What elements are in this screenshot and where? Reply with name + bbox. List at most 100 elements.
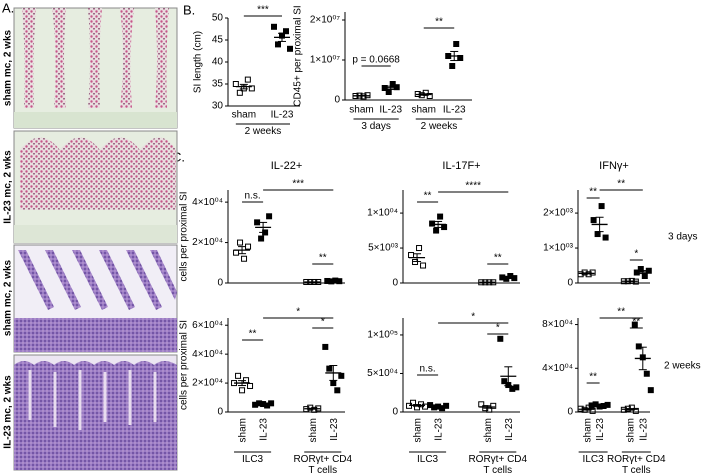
x-tick-label: IL-23 [443,105,466,116]
data-point [338,372,345,379]
x-tick-label: sham [582,418,593,442]
data-point [632,407,639,414]
x-tick-label: IL-23 [329,418,340,441]
significance-label: n.s. [245,191,261,202]
data-point [247,382,254,389]
significance-label: *** [292,179,304,190]
significance-label: ** [632,317,640,328]
data-point [647,387,654,394]
data-point [590,217,597,224]
data-point [326,365,333,372]
significance-label: * [634,249,638,260]
y-tick-label: 2×10⁰³ [543,208,574,219]
y-tick-label: 45 [212,35,224,46]
data-point [433,227,440,234]
significance-label: ** [424,191,432,202]
histology-label: sham mc, 2 wks [3,29,14,106]
x-tick-label: sham [413,418,424,442]
chart-title: IFNγ+ [599,160,629,172]
group-label: ILC3 [417,454,439,465]
data-point [254,219,261,226]
significance-label: * [321,317,325,328]
data-point [453,41,460,47]
y-tick-label: 5×10⁰⁴ [367,368,398,379]
y-axis-label: SI length (cm) [193,31,204,93]
significance-label: * [496,323,500,334]
x-tick-label: sham [238,418,249,442]
y-tick-label: 1×10⁰⁴ [367,208,398,219]
y-tick-label: 0 [392,407,398,418]
y-tick-label: 0 [334,95,340,106]
y-tick-label: 6×10⁰⁴ [192,320,223,331]
y-tick-label: 1×10⁰⁵ [367,330,398,341]
y-tick-label: 35 [212,79,224,90]
data-point [241,255,248,262]
group-label: 2 weeks [244,126,282,137]
y-axis-label: cells per proximal SI [179,320,190,410]
data-point [416,245,423,252]
data-point [385,89,392,95]
x-tick-label: sham [308,418,319,442]
histology-label: IL-23 mc, 2 wks [3,150,14,224]
y-axis-label: cells per proximal SI [179,191,190,281]
data-point [311,406,318,413]
x-tick-label: sham [625,418,636,442]
significance-label: ** [617,307,625,318]
histology-label: IL-23 mc, 2 wks [3,375,14,449]
significance-label: p = 0.0668 [352,55,400,66]
panel-label: A. [2,0,14,15]
data-point [429,220,436,227]
data-point [244,76,251,83]
significance-label: ** [589,372,597,383]
y-tick-label: 2×10⁰⁴ [192,378,223,389]
histology-3 [13,244,178,353]
y-tick-label: 5×10⁰³ [368,243,399,254]
x-tick-label: IL-23 [504,418,515,441]
data-point [322,343,329,350]
data-point [233,249,240,256]
data-point [501,378,508,385]
data-point [236,89,243,96]
group-label: 3 days [361,121,391,132]
row-label: 2 weeks [664,361,701,372]
y-tick-label: 0 [392,278,398,289]
significance-label: *** [257,5,269,16]
data-point [437,213,444,220]
histology-1 [13,7,178,129]
x-tick-label: IL-23 [379,105,402,116]
data-point [248,85,255,92]
data-point [426,93,433,99]
data-point [594,231,601,238]
group-label: 2 weeks [420,121,458,132]
data-point [441,224,448,231]
x-tick-label: sham [483,418,494,442]
data-point [449,63,456,69]
histology-label: sham mc, 2 wks [3,259,14,336]
significance-label: **** [465,181,481,192]
group-label: RORγt+ CD4 T cells [468,454,528,475]
group-label: ILC3 [582,454,604,465]
significance-label: ** [617,179,625,190]
y-tick-label: 2×10⁰⁴ [192,237,223,248]
data-point [513,384,520,391]
y-tick-label: 1×10⁰⁷ [310,55,341,66]
data-point [330,380,337,387]
x-tick-label: sham [412,105,436,116]
data-point [268,400,275,407]
group-label: RORγt+ CD4 T cells [607,454,666,475]
data-point [420,262,427,269]
significance-label: * [471,312,475,323]
y-tick-label: 2×10⁰⁷ [310,15,341,26]
data-point [239,387,246,394]
y-tick-label: 0 [567,407,573,418]
data-point [643,370,650,377]
significance-label: ** [319,253,327,264]
data-point [232,81,239,87]
y-tick-label: 4×10⁰⁴ [542,363,573,374]
histology-2 [13,130,178,244]
data-point [641,273,648,280]
group-label: ILC3 [242,454,264,465]
data-point [443,402,450,409]
